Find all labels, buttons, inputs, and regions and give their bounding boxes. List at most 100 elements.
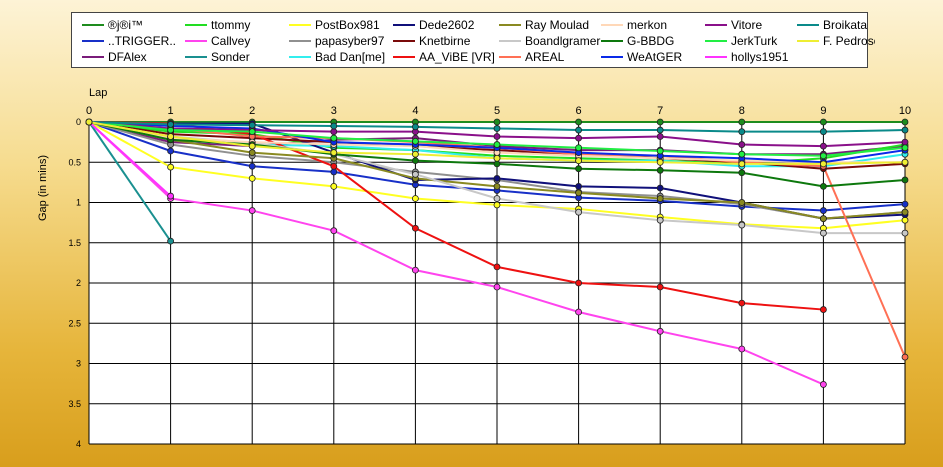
legend-swatch [797,40,819,42]
data-point [901,229,909,237]
legend-label: Knetbirne [419,34,471,48]
series-line [88,121,172,197]
legend-label: F. Pedroso [823,34,875,48]
legend-swatch [705,56,727,58]
data-point [330,227,338,235]
data-point [656,133,664,140]
data-point [656,158,664,166]
x-tick-label: 1 [168,105,174,117]
data-point [575,208,582,216]
data-point [820,160,827,168]
legend-label: AA_ViBE [VR] [419,50,495,64]
legend-swatch [705,24,727,26]
legend-item: papasyber97 [289,33,393,49]
x-axis-label: Lap [89,87,107,99]
data-point [330,134,338,142]
data-point [901,144,909,152]
data-point [493,174,501,182]
data-point [820,182,827,190]
legend-label: papasyber97 [315,34,385,48]
data-point [575,126,582,134]
data-point [738,345,746,353]
data-point [738,141,746,148]
x-tick-label: 9 [820,105,826,117]
legend-item: ttommy [185,17,289,33]
legend-swatch [601,40,623,42]
legend-label: ttommy [211,18,251,32]
data-point [575,308,582,316]
legend-swatch [797,24,819,26]
chart-legend: ®j®i™ ..TRIGGER.. DFAlex ttommy Callvey Sonde… [71,12,875,68]
legend-item: G-BBDG [601,33,705,49]
data-point [167,126,175,134]
data-point [738,128,746,136]
data-point [820,152,827,160]
data-point [411,137,419,145]
legend-swatch [82,56,104,58]
data-point [656,126,664,134]
data-point [901,158,909,166]
legend-item: Boandlgramer [499,33,601,49]
legend-swatch [499,40,521,42]
data-point [248,149,256,156]
data-point [656,195,664,202]
legend-label: WeAtGER [627,50,683,64]
legend-label: AREAL [525,50,565,64]
legend-item: Callvey [185,33,289,49]
legend-item: ..TRIGGER.. [82,33,185,49]
x-tick-label: 7 [657,105,663,117]
legend-swatch [393,40,415,42]
data-point [493,263,501,271]
y-tick-label: 1.5 [68,238,81,248]
data-point [248,121,256,129]
legend-label: DFAlex [108,50,147,64]
legend-swatch [289,40,311,42]
legend-label: Broikata [823,18,868,32]
data-point [411,170,419,178]
y-axis-label: Gap (in mins) [37,155,49,221]
data-point [330,122,338,130]
legend-item: Knetbirne [393,33,499,49]
data-point [901,200,909,208]
data-point [248,207,256,214]
legend-swatch [499,56,521,58]
legend-swatch [82,24,104,26]
data-point [330,182,338,190]
legend-item: Dede2602 [393,17,499,33]
data-point [493,154,501,162]
data-point [575,157,582,165]
data-point [493,160,501,168]
y-tick-label: 4 [76,439,81,449]
legend-item: Vitore [705,17,797,33]
data-point [575,144,582,152]
data-point [167,121,175,128]
legend-swatch [82,40,104,42]
data-point [411,123,419,131]
data-point [411,195,419,202]
legend-swatch [289,56,311,58]
x-tick-label: 6 [576,105,582,117]
data-point [493,182,501,190]
data-point [738,169,746,177]
y-tick-label: 2 [76,278,81,288]
legend-swatch [185,56,207,58]
data-point [901,126,909,134]
data-point [330,149,338,156]
legend-item: F. Pedroso [797,33,875,49]
data-point [411,224,419,232]
data-point [167,192,175,200]
data-point [493,133,501,140]
data-point [248,162,256,170]
data-point [820,128,827,136]
legend-item: Ray Moulad [499,17,601,33]
legend-swatch [393,24,415,26]
data-point [248,142,256,150]
y-tick-label: 3 [76,359,81,369]
legend-label: Bad Dan[me] [315,50,386,64]
data-point [330,128,338,136]
data-point [330,168,338,176]
legend-item: AA_ViBE [VR] [393,49,499,65]
data-point [493,195,501,202]
legend-label: ®j®i™ [108,18,144,32]
